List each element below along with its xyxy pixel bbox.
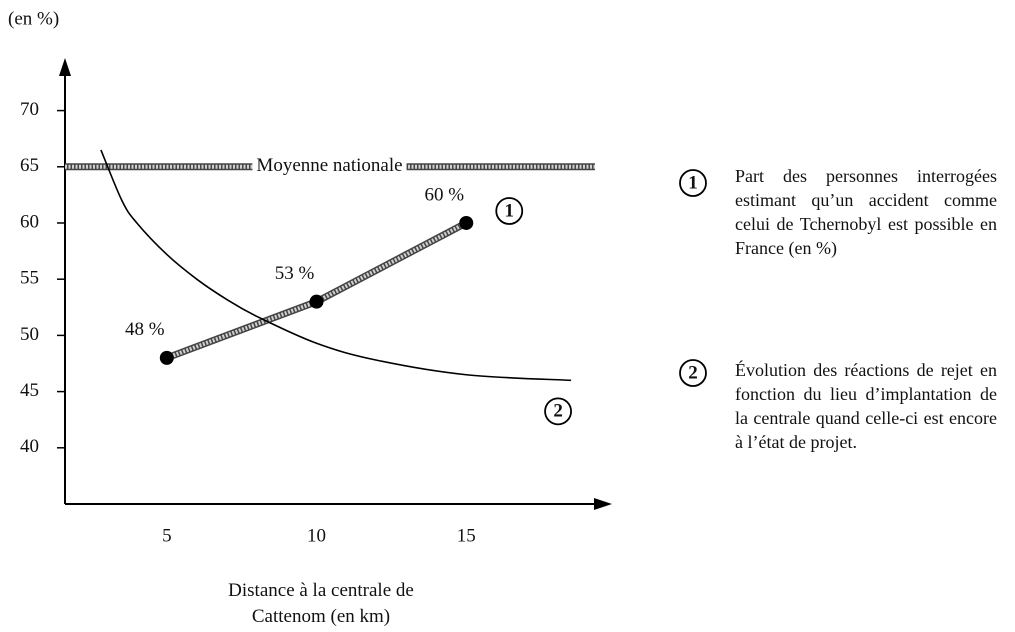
series-badge — [495, 197, 524, 225]
y-axis-arrow — [59, 58, 71, 76]
y-tick-label: 45 — [20, 380, 39, 401]
series-badge — [679, 359, 707, 387]
data-point — [309, 294, 324, 309]
series-badge-label: 2 — [553, 401, 563, 422]
data-point — [159, 350, 174, 365]
y-tick-label: 55 — [20, 268, 39, 289]
data-point — [459, 215, 474, 230]
y-tick-label: 50 — [20, 324, 39, 345]
data-label: 60 % — [424, 184, 464, 205]
x-tick-label: 5 — [162, 525, 172, 546]
legend-text: Part des personnes interrogées estimant … — [735, 166, 997, 258]
series-badge-label: 2 — [688, 362, 698, 383]
series-line-fill — [166, 221, 468, 360]
y-tick-label: 40 — [20, 436, 39, 457]
legend-text: Évolution des réactions de rejet en fonc… — [735, 360, 997, 452]
y-tick-label: 70 — [20, 99, 39, 120]
series-badge-label: 1 — [688, 172, 698, 193]
y-tick-label: 65 — [20, 155, 39, 176]
y-tick-label: 60 — [20, 211, 39, 232]
x-tick-label: 10 — [307, 525, 326, 546]
series-badge-label: 1 — [505, 200, 515, 221]
data-label: 53 % — [275, 263, 315, 284]
x-tick-label: 15 — [457, 525, 476, 546]
series-line — [100, 149, 572, 382]
series-badge — [679, 169, 707, 197]
x-axis-arrow — [594, 498, 612, 510]
series-badge — [544, 397, 572, 426]
y-axis-label: (en %) — [8, 8, 59, 29]
reference-label: Moyenne nationale — [256, 155, 402, 176]
reference-label-bg — [252, 155, 407, 177]
data-label: 48 % — [125, 319, 165, 340]
x-axis-label: Distance à la centrale de Cattenom (en k… — [228, 580, 414, 627]
